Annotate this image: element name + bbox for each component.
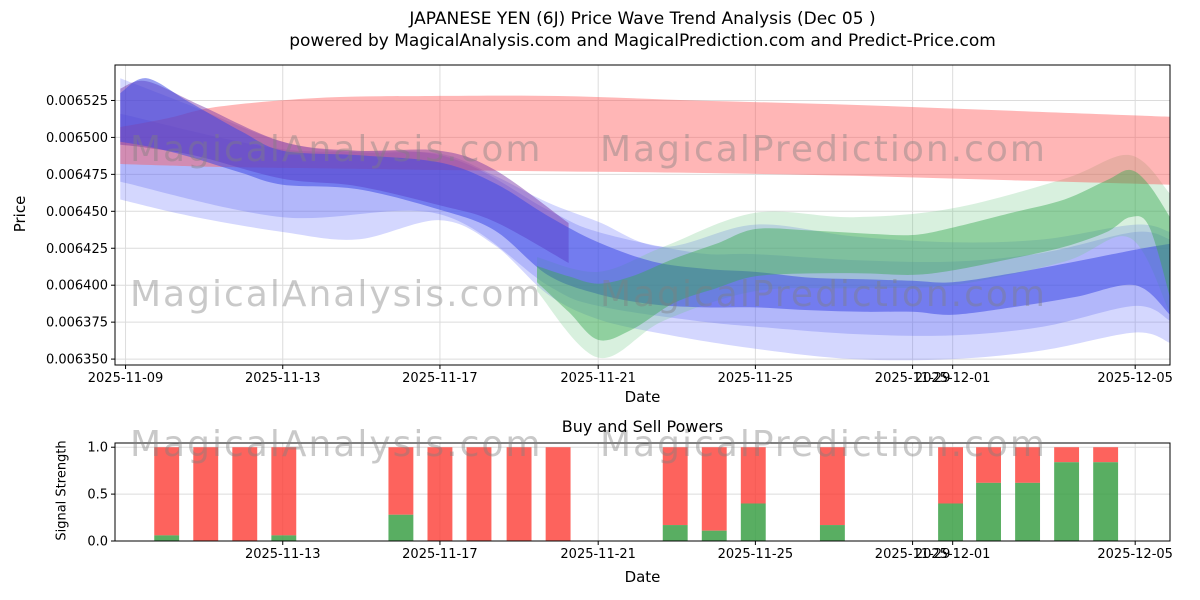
watermark-prediction-mid: MagicalPrediction.com: [600, 274, 1047, 315]
buy-bar: [819, 525, 845, 541]
price-plot-frame: [114, 64, 1171, 366]
x-tick-label: 2025-12-01: [915, 547, 991, 562]
y-tick-label: 0.006375: [46, 316, 108, 331]
buy-bar: [1054, 462, 1080, 541]
green-main-band: [537, 169, 1170, 341]
page-subtitle: powered by MagicalAnalysis.com and Magic…: [289, 31, 996, 51]
x-tick-label: 2025-11-09: [88, 371, 164, 386]
x-tick-label: 2025-11-25: [718, 371, 794, 386]
sell-bar: [1093, 447, 1119, 463]
sell-bar: [819, 447, 845, 526]
buy-bar: [701, 530, 727, 541]
buy-bar: [1093, 462, 1119, 541]
y-tick-label: 0.5: [87, 488, 108, 503]
sell-bar: [545, 447, 571, 541]
sell-bar: [193, 447, 219, 541]
x-tick-label: 2025-12-01: [915, 371, 991, 386]
sell-bar: [506, 447, 532, 541]
sell-bar: [701, 447, 727, 531]
sell-bar: [388, 447, 414, 515]
sell-bar: [427, 447, 453, 541]
watermark-analysis-top: MagicalAnalysis.com: [130, 129, 543, 170]
y-tick-label: 0.006450: [46, 205, 108, 220]
sell-bar: [154, 447, 180, 536]
sell-bar: [976, 447, 1001, 483]
signal-plot-frame: [114, 442, 1171, 542]
x-tick-label: 2025-12-05: [1097, 371, 1173, 386]
sell-bar: [1015, 447, 1041, 483]
sell-bar: [662, 447, 688, 526]
sell-bar: [1054, 447, 1080, 463]
y-tick-label: 0.006400: [46, 279, 108, 294]
x-tick-label: 2025-11-17: [402, 371, 478, 386]
date-axis-label-bottom: Date: [624, 568, 661, 586]
y-tick-label: 0.0: [87, 535, 108, 550]
buy-bar: [976, 482, 1001, 541]
x-tick-label: 2025-11-17: [402, 547, 478, 562]
buy-sell-powers-title: Buy and Sell Powers: [561, 417, 724, 436]
x-tick-label: 2025-11-25: [718, 547, 794, 562]
sell-bar: [466, 447, 492, 541]
watermark-prediction-bottom: MagicalPrediction.com: [600, 424, 1047, 465]
date-axis-label-top: Date: [624, 388, 661, 406]
price-plot-background: [115, 65, 1170, 365]
watermark-prediction-top: MagicalPrediction.com: [600, 129, 1047, 170]
green-wide-band: [537, 154, 1170, 359]
buy-bar: [938, 503, 964, 541]
watermark-analysis-bottom: MagicalAnalysis.com: [130, 424, 543, 465]
y-tick-label: 0.006475: [46, 168, 108, 183]
x-tick-label: 2025-11-13: [245, 371, 321, 386]
sell-bar: [938, 447, 964, 504]
x-tick-label: 2025-11-29: [875, 371, 951, 386]
buy-bar: [271, 535, 297, 541]
x-tick-label: 2025-11-29: [875, 547, 951, 562]
y-tick-label: 0.006500: [46, 131, 108, 146]
x-tick-label: 2025-11-21: [560, 371, 636, 386]
x-tick-label: 2025-12-05: [1097, 547, 1173, 562]
y-tick-label: 0.006525: [46, 94, 108, 109]
y-tick-label: 1.0: [87, 441, 108, 456]
buy-bar: [388, 514, 414, 541]
x-tick-label: 2025-11-21: [560, 547, 636, 562]
x-tick-label: 2025-11-13: [245, 547, 321, 562]
blue-main-band: [120, 78, 1170, 315]
buy-bar: [1015, 482, 1041, 541]
sell-bar: [271, 447, 297, 536]
watermark-analysis-mid: MagicalAnalysis.com: [130, 274, 543, 315]
buy-bar: [154, 535, 180, 541]
buy-bar: [740, 503, 766, 541]
sell-bar: [232, 447, 258, 541]
signal-strength-axis-label: Signal Strength: [54, 440, 70, 541]
sell-bar: [740, 447, 766, 504]
buy-bar: [662, 525, 688, 541]
price-axis-label: Price: [11, 195, 29, 233]
page-title: JAPANESE YEN (6J) Price Wave Trend Analy…: [409, 9, 876, 29]
y-tick-label: 0.006350: [46, 353, 108, 368]
y-tick-label: 0.006425: [46, 242, 108, 257]
